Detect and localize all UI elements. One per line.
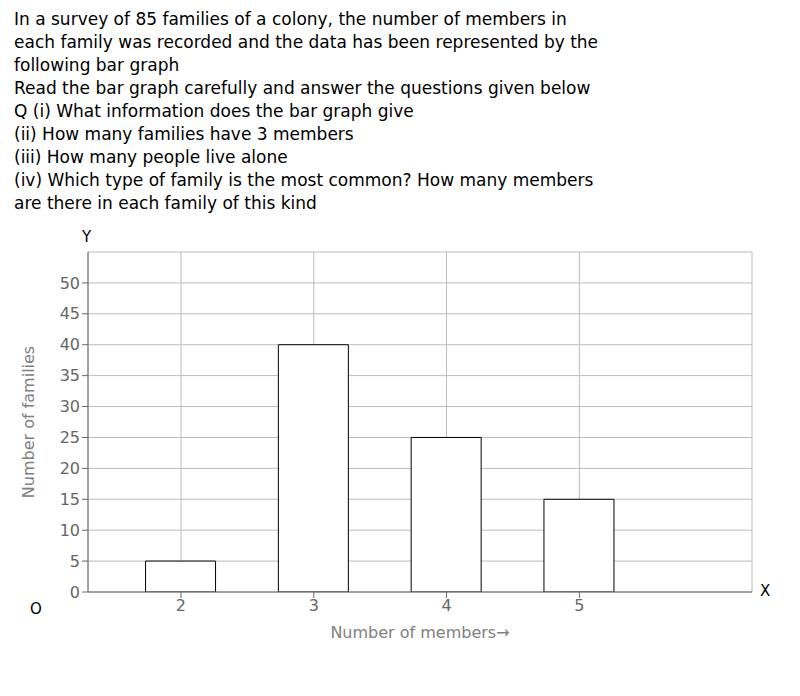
html-text:Read the bar graph carefully a: Read the bar graph carefully and answer … xyxy=(14,77,591,98)
svg-text:2: 2 xyxy=(176,597,186,616)
svg-text:30: 30 xyxy=(60,398,80,417)
svg-text:5: 5 xyxy=(70,552,80,571)
svg-text:0: 0 xyxy=(70,583,80,602)
html-text:Q (i) What information does th: Q (i) What information does the bar grap… xyxy=(14,100,414,121)
svg-text:50: 50 xyxy=(60,274,80,293)
html-text:Y: Y xyxy=(82,228,92,247)
svg-text:40: 40 xyxy=(60,336,80,355)
svg-text:20: 20 xyxy=(60,459,80,478)
svg-text:35: 35 xyxy=(60,367,80,386)
svg-text:45: 45 xyxy=(60,305,80,324)
html-text:X: X xyxy=(760,582,771,601)
html-text:(iii) How many people live alo: (iii) How many people live alone xyxy=(14,146,288,167)
html-text:are there in each family of th: are there in each family of this kind xyxy=(14,192,317,213)
svg-text:Number of families: Number of families xyxy=(19,346,38,498)
svg-text:25: 25 xyxy=(60,429,80,448)
svg-text:Number of members→: Number of members→ xyxy=(330,623,509,642)
html-text:following bar graph: following bar graph xyxy=(14,54,180,75)
html-text:each family was recorded and t: each family was recorded and the data ha… xyxy=(14,31,598,52)
html-text:(iv) Which type of family is t: (iv) Which type of family is the most co… xyxy=(14,169,594,190)
html-text:(ii) How many families have 3: (ii) How many families have 3 members xyxy=(14,123,354,144)
svg-text:15: 15 xyxy=(60,490,80,509)
svg-text:3: 3 xyxy=(309,597,319,616)
svg-text:10: 10 xyxy=(60,521,80,540)
svg-text:5: 5 xyxy=(574,597,584,616)
svg-text:4: 4 xyxy=(441,597,451,616)
html-text:O: O xyxy=(30,600,42,619)
html-text:In a survey of 85 families of: In a survey of 85 families of a colony, … xyxy=(14,9,567,29)
